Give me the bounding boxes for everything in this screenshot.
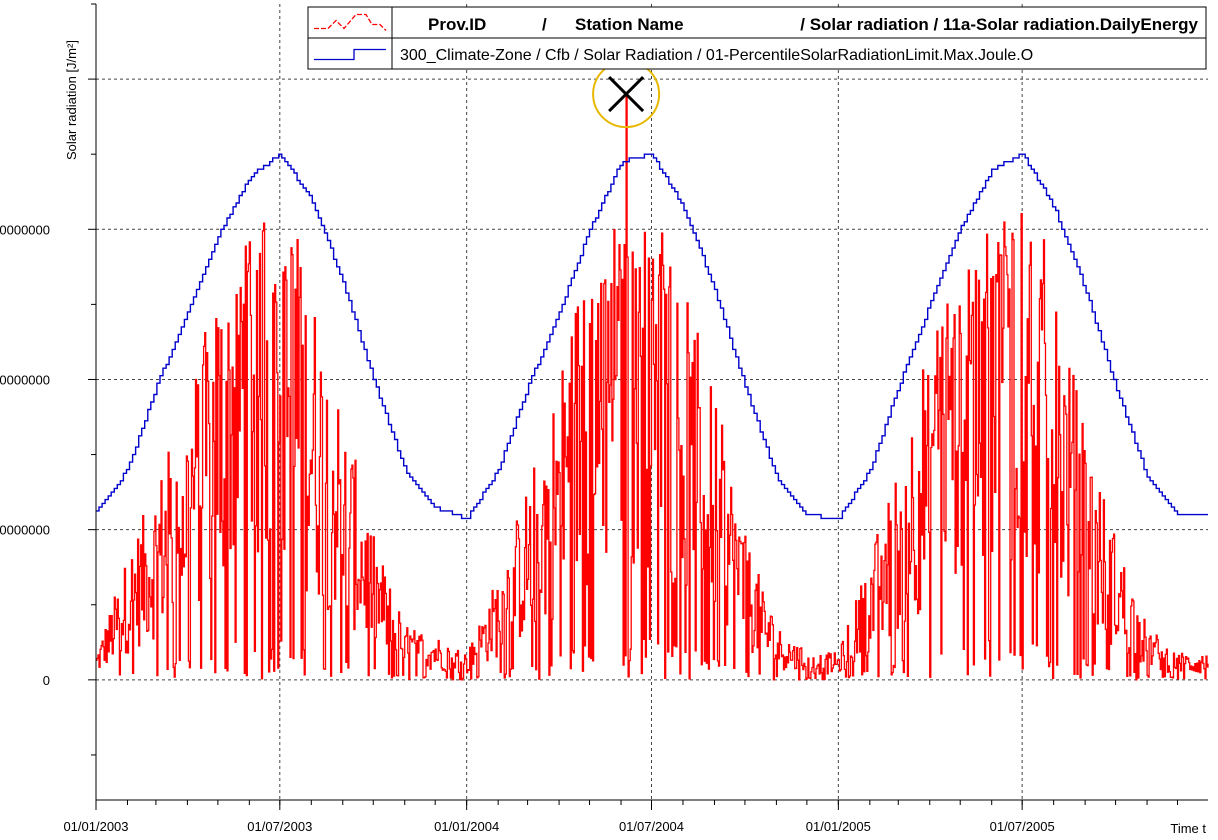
legend-series1-label: / Solar radiation / 11a-Solar radiation.… xyxy=(800,15,1198,34)
y-tick-label: 20000000 xyxy=(0,372,50,387)
legend-series2-label: 300_Climate-Zone / Cfb / Solar Radiation… xyxy=(400,47,1033,64)
legend-separator: / xyxy=(542,15,547,34)
legend-swatch-blue xyxy=(314,48,386,61)
series-layer xyxy=(96,93,1209,681)
x-tick-label: 01/07/2004 xyxy=(619,819,684,834)
legend-swatch-red xyxy=(314,13,387,31)
legend: Prov.ID / Station Name / Solar radiation… xyxy=(307,6,1207,70)
x-axis-title: Time t xyxy=(1170,821,1206,836)
x-marker-stroke-2 xyxy=(608,76,645,113)
y-tick-label: 10000000 xyxy=(0,523,50,538)
x-tick-label: 01/01/2003 xyxy=(63,819,128,834)
x-tick-label: 01/07/2005 xyxy=(990,819,1055,834)
series-red-line xyxy=(96,93,1209,681)
x-tick-label: 01/07/2003 xyxy=(247,819,312,834)
series-blue-line xyxy=(96,153,1208,520)
legend-prov-id: Prov.ID xyxy=(428,15,486,34)
x-tick-label: 01/01/2005 xyxy=(806,819,871,834)
axis-ticks: 0 10000000 20000000 30000000 01/01/2003 01/07… xyxy=(0,3,1179,834)
x-tick-label: 01/01/2004 xyxy=(434,819,499,834)
legend-station-name: Station Name xyxy=(575,15,684,34)
y-axis-title: Solar radiation [J/m²] xyxy=(64,40,79,160)
y-tick-label: 30000000 xyxy=(0,222,50,237)
y-tick-label: 0 xyxy=(43,673,50,688)
